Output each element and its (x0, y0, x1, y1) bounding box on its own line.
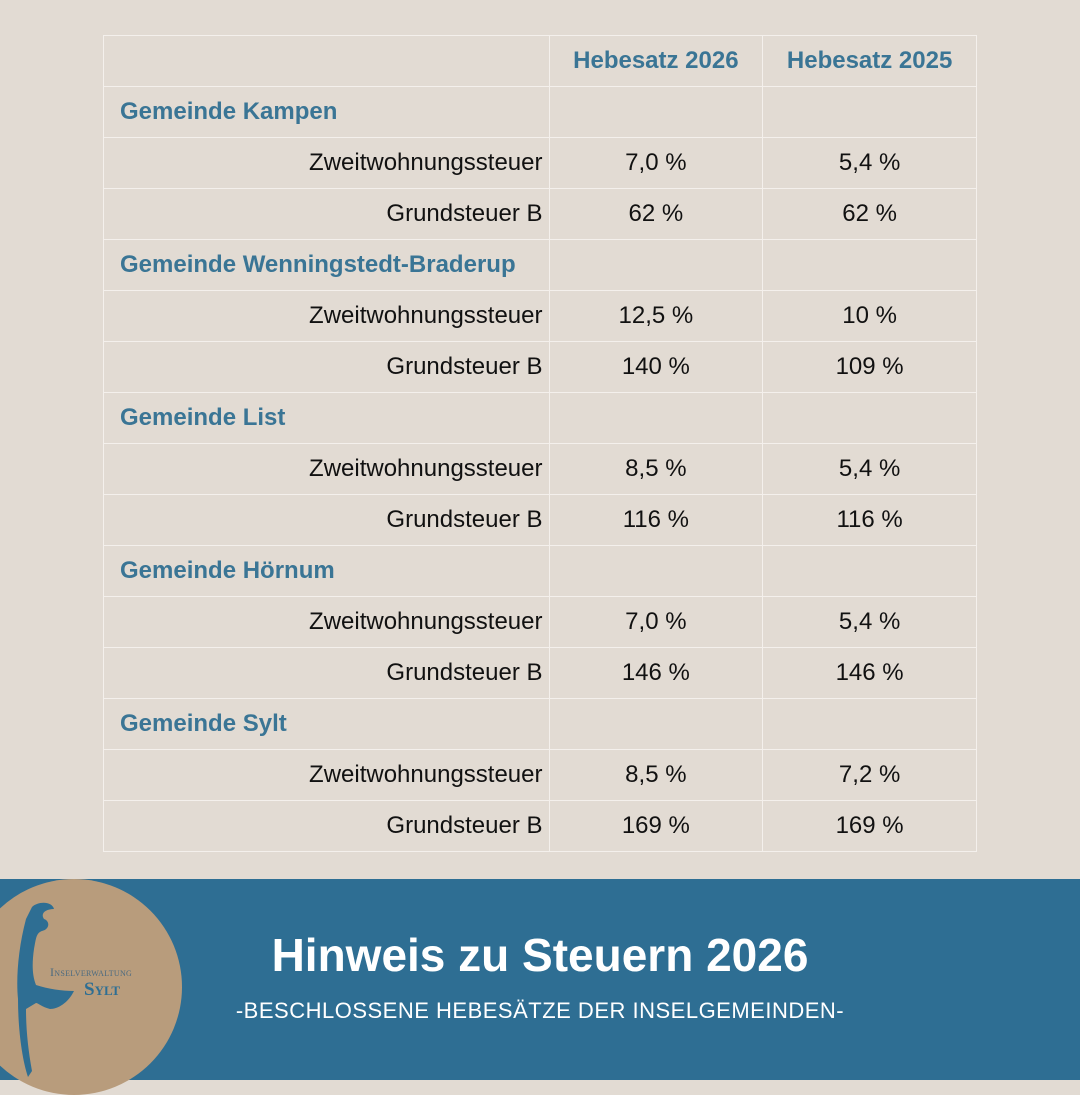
rate-2025: 5,4 % (762, 137, 977, 189)
tax-label: Zweitwohnungssteuer (103, 137, 550, 189)
rate-2025: 169 % (762, 800, 977, 852)
tax-row: Zweitwohnungssteuer 12,5 % 10 % (103, 290, 977, 342)
banner-title: Hinweis zu Steuern 2026 (271, 929, 809, 981)
tax-label: Grundsteuer B (103, 800, 550, 852)
logo-text-line2: Sylt (84, 979, 121, 1000)
rate-2025: 5,4 % (762, 596, 977, 648)
rate-2025: 5,4 % (762, 443, 977, 495)
tax-row: Grundsteuer B 140 % 109 % (103, 341, 977, 393)
group-name: Gemeinde Wenningstedt-Braderup (103, 239, 550, 291)
tax-row: Grundsteuer B 116 % 116 % (103, 494, 977, 546)
rate-2025: 116 % (762, 494, 977, 546)
banner-subtitle: -BESCHLOSSENE HEBESÄTZE DER INSELGEMEIND… (235, 998, 845, 1023)
logo-text-line1: Inselverwaltung (50, 965, 133, 979)
tax-row: Grundsteuer B 62 % 62 % (103, 188, 977, 240)
rate-2025: 146 % (762, 647, 977, 699)
inselverwaltung-sylt-logo: Inselverwaltung Sylt (0, 879, 182, 1095)
rate-2026: 12,5 % (548, 290, 764, 342)
group-name: Gemeinde Hörnum (103, 545, 550, 597)
header-row: Hebesatz 2026 Hebesatz 2025 (103, 35, 977, 87)
rate-2026: 7,0 % (548, 596, 764, 648)
tax-row: Zweitwohnungssteuer 7,0 % 5,4 % (103, 596, 977, 648)
header-2025: Hebesatz 2025 (762, 35, 977, 87)
rate-2025: 10 % (762, 290, 977, 342)
empty-cell (548, 239, 764, 291)
tax-label: Grundsteuer B (103, 188, 550, 240)
tax-label: Zweitwohnungssteuer (103, 290, 550, 342)
rate-2026: 8,5 % (548, 749, 764, 801)
group-row: Gemeinde Sylt (103, 698, 977, 750)
empty-cell (548, 86, 764, 138)
header-empty (103, 35, 550, 87)
group-name: Gemeinde List (103, 392, 550, 444)
header-2026: Hebesatz 2026 (548, 35, 764, 87)
empty-cell (762, 698, 977, 750)
rate-2025: 109 % (762, 341, 977, 393)
group-row: Gemeinde Kampen (103, 86, 977, 138)
tax-row: Zweitwohnungssteuer 7,0 % 5,4 % (103, 137, 977, 189)
empty-cell (762, 86, 977, 138)
empty-cell (548, 545, 764, 597)
group-row: Gemeinde Hörnum (103, 545, 977, 597)
empty-cell (548, 392, 764, 444)
sylt-island-icon (17, 902, 74, 1077)
rate-2026: 116 % (548, 494, 764, 546)
rate-2026: 62 % (548, 188, 764, 240)
tax-rates-table: Hebesatz 2026 Hebesatz 2025 Gemeinde Kam… (103, 35, 977, 852)
rate-2026: 8,5 % (548, 443, 764, 495)
tax-label: Zweitwohnungssteuer (103, 749, 550, 801)
tax-label: Grundsteuer B (103, 341, 550, 393)
group-row: Gemeinde List (103, 392, 977, 444)
tax-label: Zweitwohnungssteuer (103, 596, 550, 648)
empty-cell (762, 239, 977, 291)
group-row: Gemeinde Wenningstedt-Braderup (103, 239, 977, 291)
empty-cell (762, 545, 977, 597)
tax-label: Zweitwohnungssteuer (103, 443, 550, 495)
rate-2025: 7,2 % (762, 749, 977, 801)
tax-row: Zweitwohnungssteuer 8,5 % 7,2 % (103, 749, 977, 801)
empty-cell (548, 698, 764, 750)
tax-row: Grundsteuer B 169 % 169 % (103, 800, 977, 852)
rate-2026: 146 % (548, 647, 764, 699)
tax-row: Zweitwohnungssteuer 8,5 % 5,4 % (103, 443, 977, 495)
empty-cell (762, 392, 977, 444)
tax-label: Grundsteuer B (103, 494, 550, 546)
rate-2026: 7,0 % (548, 137, 764, 189)
rate-2025: 62 % (762, 188, 977, 240)
tax-label: Grundsteuer B (103, 647, 550, 699)
group-name: Gemeinde Kampen (103, 86, 550, 138)
rate-2026: 140 % (548, 341, 764, 393)
tax-row: Grundsteuer B 146 % 146 % (103, 647, 977, 699)
group-name: Gemeinde Sylt (103, 698, 550, 750)
rate-2026: 169 % (548, 800, 764, 852)
